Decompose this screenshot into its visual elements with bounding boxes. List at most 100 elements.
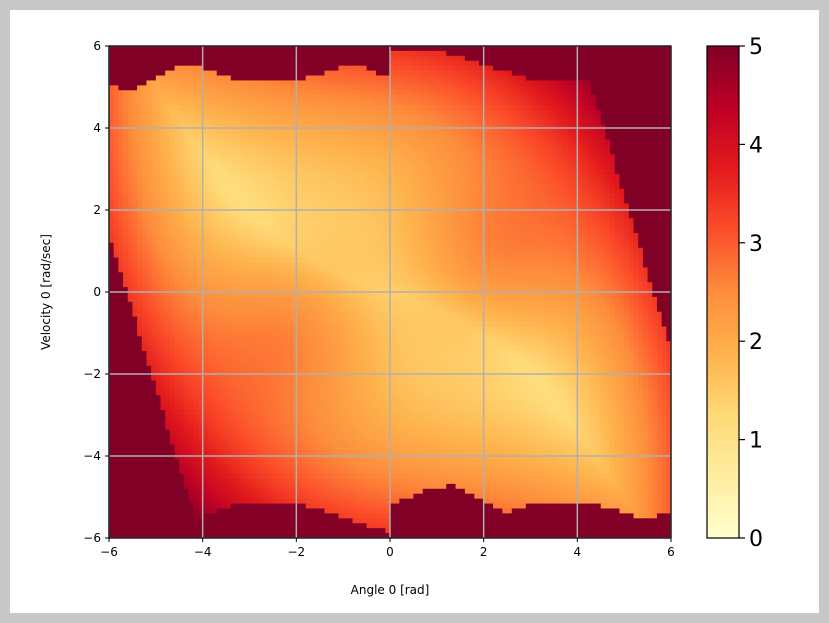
heatmap-cell bbox=[404, 90, 410, 96]
heatmap-cell bbox=[478, 193, 485, 200]
heatmap-cell bbox=[343, 178, 349, 185]
heatmap-cell bbox=[413, 183, 419, 190]
heatmap-cell bbox=[207, 114, 213, 121]
heatmap-cell bbox=[586, 134, 592, 141]
heatmap-cell bbox=[525, 70, 532, 77]
heatmap-cell bbox=[240, 46, 246, 52]
heatmap-cell bbox=[502, 228, 508, 234]
heatmap-cell bbox=[614, 90, 621, 96]
heatmap-cell bbox=[319, 188, 326, 195]
heatmap-cell bbox=[127, 149, 134, 155]
heatmap-cell bbox=[324, 80, 330, 86]
heatmap-cell bbox=[619, 119, 625, 126]
heatmap-cell bbox=[427, 169, 433, 175]
heatmap-cell bbox=[577, 183, 583, 190]
heatmap-cell bbox=[464, 105, 471, 111]
heatmap-cell bbox=[586, 149, 592, 155]
heatmap-cell bbox=[507, 232, 513, 239]
heatmap-cell bbox=[432, 188, 438, 195]
heatmap-cell bbox=[333, 228, 340, 234]
heatmap-cell bbox=[301, 154, 307, 160]
heatmap-cell bbox=[404, 119, 410, 126]
heatmap-cell bbox=[488, 90, 494, 96]
heatmap-cell bbox=[638, 203, 644, 209]
heatmap-cell bbox=[530, 129, 536, 136]
heatmap-cell bbox=[258, 213, 265, 219]
heatmap-cell bbox=[628, 223, 635, 229]
heatmap-cell bbox=[577, 188, 583, 195]
heatmap-cell bbox=[338, 144, 344, 150]
heatmap-cell bbox=[483, 198, 489, 205]
heatmap-cell bbox=[155, 198, 162, 205]
heatmap-cell bbox=[474, 208, 480, 214]
heatmap-cell bbox=[109, 203, 115, 209]
heatmap-cell bbox=[497, 46, 503, 52]
heatmap-cell bbox=[366, 95, 372, 101]
heatmap-cell bbox=[230, 65, 237, 72]
heatmap-cell bbox=[324, 242, 330, 249]
heatmap-cell bbox=[352, 242, 358, 249]
heatmap-cell bbox=[511, 100, 518, 106]
heatmap-cell bbox=[591, 90, 597, 96]
heatmap-cell bbox=[221, 90, 227, 96]
heatmap-cell bbox=[642, 208, 649, 214]
heatmap-cell bbox=[511, 129, 518, 136]
heatmap-cell bbox=[183, 100, 190, 106]
heatmap-cell bbox=[525, 149, 532, 155]
heatmap-cell bbox=[432, 75, 438, 82]
heatmap-cell bbox=[460, 80, 466, 86]
heatmap-cell bbox=[380, 183, 386, 190]
heatmap-cell bbox=[390, 218, 396, 224]
heatmap-cell bbox=[188, 139, 194, 145]
heatmap-cell bbox=[146, 228, 152, 234]
heatmap-cell bbox=[183, 50, 190, 57]
heatmap-cell bbox=[427, 247, 433, 254]
heatmap-cell bbox=[366, 164, 372, 170]
heatmap-cell bbox=[591, 159, 597, 165]
heatmap-cell bbox=[633, 100, 639, 106]
heatmap-cell bbox=[582, 164, 588, 170]
heatmap-cell bbox=[661, 169, 667, 175]
heatmap-cell bbox=[502, 60, 508, 67]
heatmap-cell bbox=[539, 100, 546, 106]
heatmap-cell bbox=[577, 203, 583, 209]
heatmap-cell bbox=[212, 109, 218, 116]
heatmap-cell bbox=[450, 80, 457, 86]
heatmap-cell bbox=[146, 208, 152, 214]
heatmap-cell bbox=[605, 75, 611, 82]
heatmap-cell bbox=[160, 247, 166, 254]
heatmap-cell bbox=[361, 198, 368, 205]
heatmap-cell bbox=[530, 55, 536, 62]
heatmap-cell bbox=[586, 70, 592, 77]
heatmap-cell bbox=[146, 149, 152, 155]
heatmap-cell bbox=[600, 228, 607, 234]
heatmap-cell bbox=[394, 80, 400, 86]
heatmap-cell bbox=[577, 144, 583, 150]
heatmap-cell bbox=[408, 46, 415, 52]
heatmap-cell bbox=[638, 223, 644, 229]
heatmap-cell bbox=[258, 119, 265, 126]
heatmap-cell bbox=[582, 100, 588, 106]
heatmap-cell bbox=[249, 75, 255, 82]
heatmap-cell bbox=[291, 144, 297, 150]
heatmap-cell bbox=[244, 178, 251, 185]
heatmap-cell bbox=[408, 228, 415, 234]
heatmap-cell bbox=[432, 178, 438, 185]
heatmap-cell bbox=[539, 60, 546, 67]
heatmap-cell bbox=[296, 149, 302, 155]
heatmap-cell bbox=[240, 75, 246, 82]
heatmap-cell bbox=[516, 75, 522, 82]
heatmap-cell bbox=[188, 183, 194, 190]
heatmap-cell bbox=[169, 183, 176, 190]
heatmap-cell bbox=[357, 228, 363, 234]
heatmap-cell bbox=[619, 95, 625, 101]
heatmap-cell bbox=[408, 109, 415, 116]
heatmap-cell bbox=[464, 218, 471, 224]
heatmap-cell bbox=[244, 90, 251, 96]
heatmap-cell bbox=[656, 164, 663, 170]
heatmap-cell bbox=[450, 129, 457, 136]
heatmap-cell bbox=[521, 232, 527, 239]
heatmap-cell bbox=[511, 95, 518, 101]
heatmap-cell bbox=[427, 95, 433, 101]
heatmap-cell bbox=[394, 100, 400, 106]
